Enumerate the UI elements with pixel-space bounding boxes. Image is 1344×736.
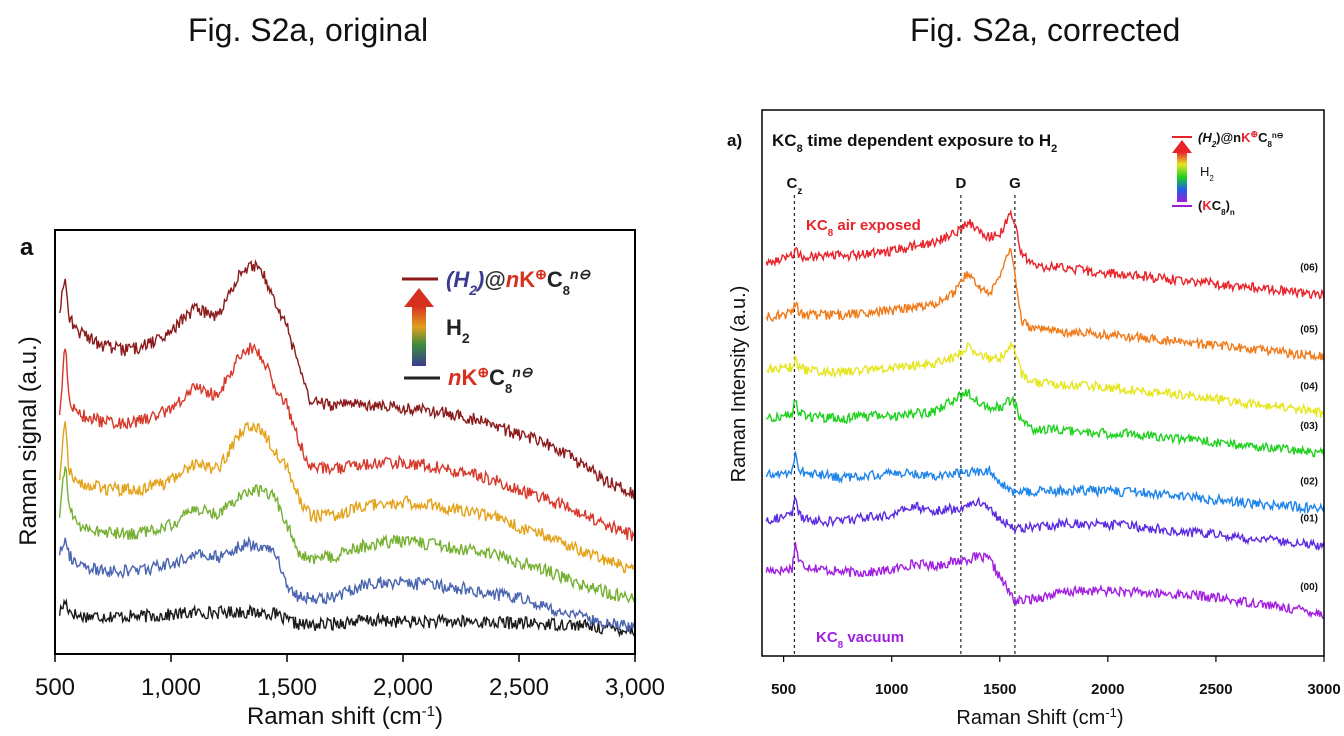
reference-line-label: G: [1009, 175, 1021, 192]
right-xtick-label: 500: [771, 681, 796, 698]
right-plot-frame: [761, 109, 1325, 657]
right-xtick-label: 1000: [875, 681, 908, 698]
left-xtick-label: 1,000: [141, 674, 201, 701]
annotation-air-exposed: KC8 air exposed: [806, 217, 921, 239]
left-legend-arrow-label: H2: [446, 315, 470, 346]
right-legend: (H2)@nK⊕C8n⊖ H2 (KC8)n: [1172, 129, 1284, 217]
left-series-line-4: [58, 342, 636, 542]
left-legend-bottom-label: nK⊕C8n⊖: [448, 364, 534, 396]
right-xtick-label: 2000: [1091, 681, 1124, 698]
right-xtick-label: 2500: [1199, 681, 1232, 698]
left-series-line-3: [58, 420, 636, 577]
left-legend-arrow-shaft: [412, 306, 426, 366]
right-series-line-3: [765, 388, 1325, 458]
left-ylabel: Raman signal (a.u.): [15, 336, 42, 545]
left-xaxis: 500 1,000 1,500 2,000 2,500 3,000: [35, 654, 665, 701]
right-xtick-label: 1500: [983, 681, 1016, 698]
right-chart-title: KC8 time dependent exposure to H2: [772, 131, 1057, 155]
left-xtick-label: 2,000: [373, 674, 433, 701]
annotation-vacuum: KC8 vacuum: [816, 629, 904, 651]
left-xtick-label: 1,500: [257, 674, 317, 701]
right-xtick-label: 3000: [1307, 681, 1340, 698]
left-legend-top-label: (H2)@nK⊕C8n⊖: [446, 266, 592, 298]
series-label: (05): [1300, 324, 1318, 335]
right-series-line-5: [765, 247, 1325, 362]
right-reference-lines: Cz D G: [787, 175, 1021, 656]
right-legend-arrow-shaft: [1177, 152, 1187, 202]
series-label: (01): [1300, 514, 1318, 525]
left-panel-label: a: [20, 234, 34, 261]
left-plot-frame: [54, 229, 636, 655]
right-series-line-4: [765, 341, 1325, 418]
right-series-group: [765, 208, 1325, 619]
series-label: (03): [1300, 421, 1318, 432]
series-label: (04): [1300, 382, 1318, 393]
reference-line-label: D: [955, 175, 966, 192]
right-xlabel: Raman Shift (cm-1): [956, 705, 1123, 730]
left-series-line-5: [58, 258, 636, 500]
right-series-line-1: [765, 496, 1325, 552]
left-series-line-2: [58, 466, 636, 604]
left-xtick-label: 2,500: [489, 674, 549, 701]
right-series-line-6: [765, 208, 1325, 300]
left-series-line-0: [58, 598, 636, 638]
series-label: (02): [1300, 476, 1318, 487]
reference-line-label: Cz: [787, 175, 803, 197]
right-ylabel: Raman Intensity (a.u.): [728, 286, 750, 483]
series-label: (06): [1300, 263, 1318, 274]
left-legend: (H2)@nK⊕C8n⊖ H2 nK⊕C8n⊖: [402, 266, 592, 396]
left-chart: a 500 1,000 1,500 2,000 2,500 3,000 Raman shi…: [15, 229, 665, 731]
left-series-line-1: [58, 535, 636, 634]
right-legend-top-label: (H2)@nK⊕C8n⊖: [1198, 129, 1284, 149]
right-series-line-0: [765, 541, 1325, 619]
right-series-labels: (00) (01) (02) (03) (04) (05) (06): [1300, 263, 1318, 593]
left-xlabel: Raman shift (cm-1): [247, 703, 443, 731]
left-figure-title: Fig. S2a, original: [188, 12, 429, 48]
left-series-group: [58, 258, 636, 638]
left-legend-arrow-head: [404, 288, 434, 307]
left-xtick-label: 500: [35, 674, 75, 701]
right-legend-arrow-head: [1172, 140, 1192, 153]
series-label: (00): [1300, 582, 1318, 593]
right-legend-arrow-label: H2: [1200, 164, 1214, 183]
right-panel-label: a): [727, 131, 742, 150]
left-xtick-label: 3,000: [605, 674, 665, 701]
right-legend-bottom-label: (KC8)n: [1198, 198, 1235, 217]
right-figure-title: Fig. S2a, corrected: [910, 12, 1181, 48]
right-xaxis: 500 1000 1500 2000 2500 3000: [771, 656, 1341, 698]
right-series-line-2: [765, 451, 1325, 515]
